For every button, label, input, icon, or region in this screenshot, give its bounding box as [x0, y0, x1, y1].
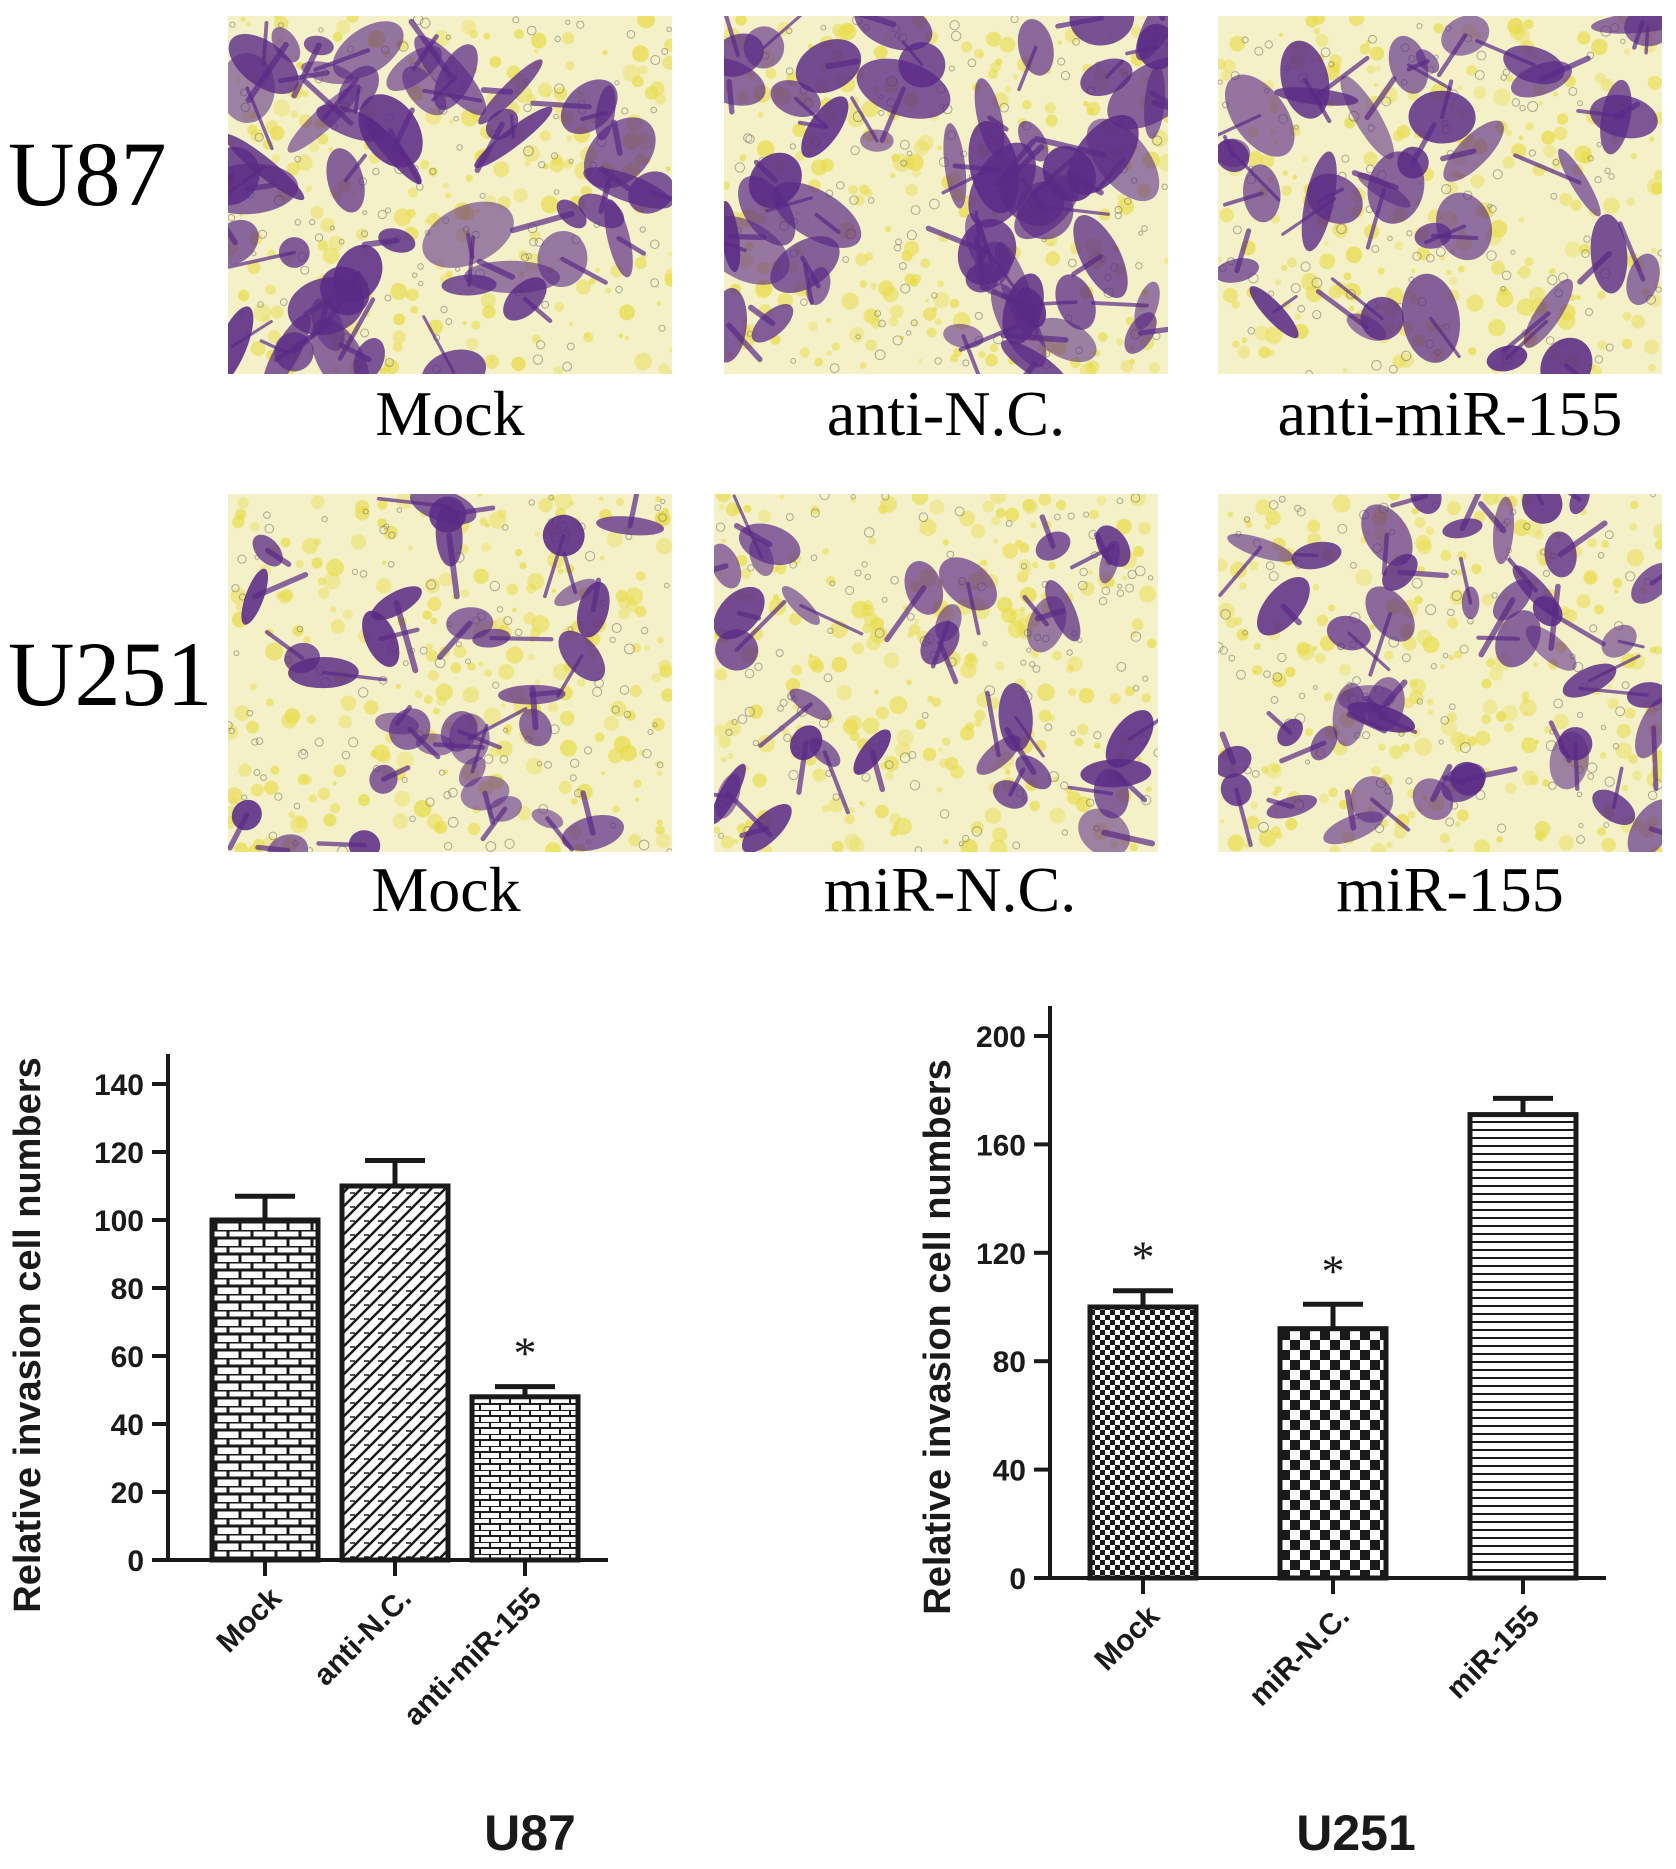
caption-u251-mir-nc: miR-N.C. — [823, 854, 1077, 925]
chart-svg: 0 40 80 120 160 200 Relative invasion cell num… — [917, 1006, 1606, 1713]
category-label: Mock — [1088, 1599, 1166, 1677]
y-tick-label: 0 — [1009, 1563, 1026, 1596]
bar — [1277, 1326, 1389, 1581]
category-label: miR-N.C. — [1243, 1600, 1356, 1713]
micrograph-texture — [1218, 494, 1662, 852]
chart-u251-title: U251 — [1296, 1805, 1416, 1861]
chart-u87-title: U87 — [484, 1805, 576, 1861]
significance-mark: * — [1132, 1232, 1155, 1283]
caption-u87-mock: Mock — [375, 378, 525, 449]
bar — [209, 1217, 321, 1563]
category-label: anti-miR-155 — [397, 1582, 548, 1733]
micrograph-texture — [724, 16, 1168, 374]
bar — [1467, 1112, 1579, 1581]
y-tick-label: 100 — [94, 1205, 144, 1238]
micrograph-texture — [228, 16, 672, 374]
micrograph-u87-anti-mir155 — [1218, 16, 1662, 374]
y-tick-label: 40 — [111, 1409, 144, 1442]
caption-u87-anti-mir155: anti-miR-155 — [1277, 378, 1623, 449]
row-label-u87: U87 — [8, 123, 167, 225]
y-tick-label: 120 — [94, 1137, 144, 1170]
caption-u87-anti-nc: anti-N.C. — [826, 378, 1066, 449]
micrograph-u251-mir-nc — [714, 494, 1158, 852]
row-label-u251: U251 — [8, 623, 213, 725]
chart-u87: 0 20 40 60 80 100 120 140 Relative invasion cell… — [0, 990, 720, 1790]
y-tick-label: 120 — [976, 1238, 1026, 1271]
y-axis-title: Relative invasion cell numbers — [917, 1059, 959, 1614]
bar — [339, 1183, 451, 1563]
bar — [469, 1394, 581, 1563]
y-tick-label: 40 — [993, 1455, 1026, 1488]
y-tick-label: 80 — [993, 1346, 1026, 1379]
micrograph-u87-mock — [228, 16, 672, 374]
micrograph-texture — [1218, 16, 1662, 374]
y-tick-label: 200 — [976, 1021, 1026, 1054]
category-label: miR-155 — [1440, 1600, 1546, 1706]
y-tick-label: 80 — [111, 1273, 144, 1306]
caption-u251-mock: Mock — [371, 854, 521, 925]
y-tick-label: 20 — [111, 1477, 144, 1510]
y-tick-label: 60 — [111, 1341, 144, 1374]
chart-svg: 0 20 40 60 80 100 120 140 Relative invasion cell… — [7, 1054, 608, 1733]
micrograph-u251-mock — [228, 494, 672, 852]
bar — [1087, 1304, 1199, 1581]
caption-u251-mir155: miR-155 — [1336, 854, 1564, 925]
y-axis-title: Relative invasion cell numbers — [7, 1057, 49, 1612]
micrograph-texture — [228, 494, 672, 852]
chart-u251: 0 40 80 120 160 200 Relative invasion cell num… — [917, 990, 1676, 1790]
category-label: Mock — [210, 1581, 288, 1659]
micrograph-u87-anti-nc — [724, 16, 1168, 374]
micrograph-texture — [714, 494, 1158, 852]
y-tick-label: 140 — [94, 1069, 144, 1102]
significance-mark: * — [514, 1328, 537, 1379]
category-label: anti-N.C. — [307, 1582, 418, 1693]
y-tick-label: 160 — [976, 1129, 1026, 1162]
significance-mark: * — [1322, 1245, 1345, 1296]
y-tick-label: 0 — [127, 1545, 144, 1578]
micrograph-u251-mir155 — [1218, 494, 1662, 852]
